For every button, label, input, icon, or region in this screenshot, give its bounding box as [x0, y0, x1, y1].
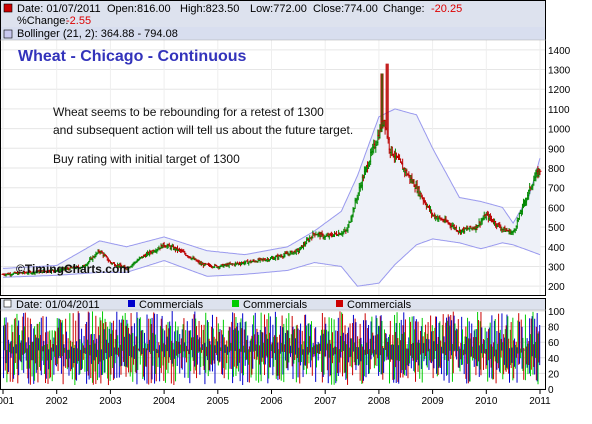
x-tick-label: 2007: [314, 396, 337, 407]
price-y-tick: 600: [548, 203, 565, 214]
x-tick-label: 2002: [46, 396, 69, 407]
annotation-line-3: Buy rating with initial target of 1300: [53, 152, 240, 166]
x-tick-label: 2008: [368, 396, 391, 407]
price-y-tick: 1000: [548, 125, 571, 136]
annotation-line-1: Wheat seems to be rebounding for a retes…: [53, 105, 324, 119]
price-legend-swatch: [3, 3, 13, 13]
price-y-tick: 300: [548, 262, 565, 273]
header-open: Open:816.00: [107, 3, 171, 15]
bollinger-upper-line: [3, 108, 541, 269]
lower-frame: [0, 298, 546, 390]
bollinger-lower-line: [3, 238, 541, 287]
lower-header-bg: [0, 298, 546, 310]
legend-label-red: Commercials: [347, 299, 412, 311]
lower-header-date: Date: 01/04/2011: [16, 299, 100, 311]
legend-label-blue: Commercials: [139, 299, 204, 311]
header-date: Date: 01/07/2011: [17, 3, 101, 15]
lower-y-tick: 0: [548, 385, 554, 396]
header-bollinger: Bollinger (21, 2): 364.88 - 794.08: [17, 28, 178, 40]
legend-label-green: Commercials: [243, 299, 308, 311]
chart-title: Wheat - Chicago - Continuous: [18, 48, 247, 65]
price-y-tick: 800: [548, 164, 565, 175]
lower-y-tick: 60: [548, 338, 560, 349]
price-y-axis: 200 300 400 500 600 700 800 900 1000 1100 1200 1300…: [548, 46, 571, 293]
bollinger-row-bg: [0, 27, 546, 40]
bollinger-band-fill: [3, 108, 540, 287]
header-change-label: Change:: [383, 3, 425, 15]
price-y-tick: 1200: [548, 85, 571, 96]
lower-y-tick: 80: [548, 323, 560, 334]
header-pct-label: %Change:: [17, 15, 68, 27]
header-close: Close:774.00: [313, 3, 378, 15]
price-frame: [0, 0, 546, 296]
price-y-tick: 900: [548, 144, 565, 155]
watermark: ©TimingCharts.com: [16, 262, 130, 276]
lower-date-swatch: [3, 299, 12, 308]
lower-y-axis: 0 20 40 60 80 100: [548, 307, 565, 396]
price-y-tick: 1100: [548, 105, 570, 116]
header-change-value: -20.25: [431, 3, 462, 15]
price-y-tick: 1300: [548, 66, 571, 77]
x-tick-label: 2009: [421, 396, 444, 407]
price-y-tick: 1400: [548, 46, 571, 57]
price-bars: [1, 63, 542, 277]
bollinger-legend-swatch: [3, 29, 13, 39]
header-low: Low:772.00: [250, 3, 307, 15]
x-tick-label: 2003: [99, 396, 122, 407]
lower-y-tick: 20: [548, 369, 560, 380]
price-y-tick: 400: [548, 243, 565, 254]
svg-text:%Change: -2.55: %Change: -2.55: [17, 15, 91, 27]
svg-text:Date: 01/07/2011 Open:816.: Date: 01/07/2011 Open:816.00 High:823.50…: [17, 3, 462, 15]
x-tick-label: 2004: [153, 396, 176, 407]
x-tick-label: 2011: [529, 396, 551, 407]
x-tick-label: 2010: [475, 396, 498, 407]
legend-swatch-green: [232, 300, 239, 307]
price-y-tick: 500: [548, 223, 565, 234]
legend-swatch-red: [336, 300, 343, 307]
legend-swatch-blue: [128, 300, 135, 307]
x-tick-label: 2006: [260, 396, 283, 407]
lower-bars: [3, 311, 541, 386]
header-pct-value: -2.55: [66, 15, 91, 27]
price-y-tick: 200: [548, 282, 565, 293]
x-tick-label: 2005: [207, 396, 230, 407]
lower-y-tick: 100: [548, 307, 565, 318]
price-bar: [538, 169, 542, 176]
lower-y-tick: 40: [548, 354, 560, 365]
pane-separator: [0, 296, 592, 299]
annotation-line-2: and subsequent action will tell us about…: [53, 123, 353, 137]
header-high: High:823.50: [180, 3, 239, 15]
price-y-tick: 700: [548, 184, 565, 195]
